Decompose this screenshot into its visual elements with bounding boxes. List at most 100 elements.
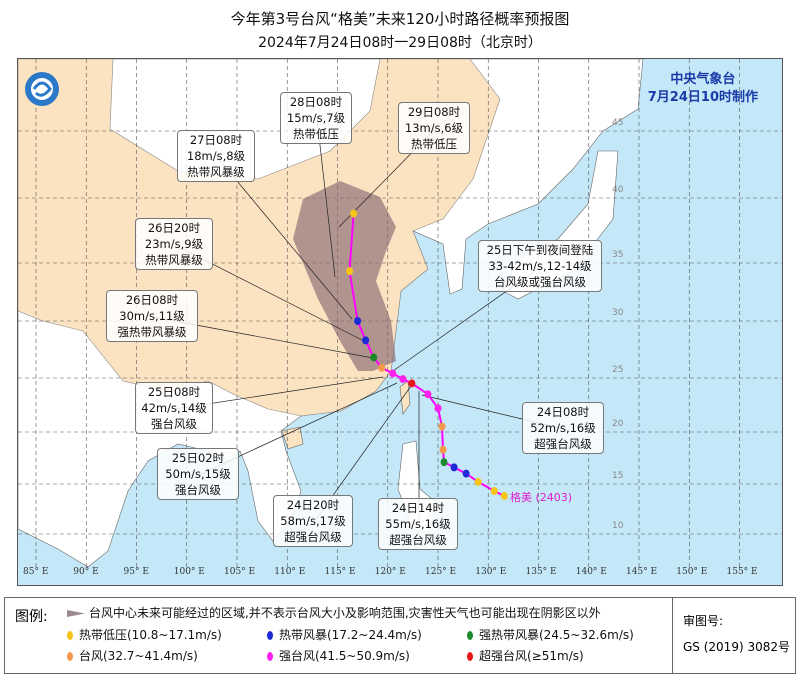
lat-tick-label: 15 — [612, 471, 624, 481]
track-point-ts — [354, 317, 362, 325]
lon-tick-label: 150° E — [676, 567, 708, 577]
lat-tick-label: 45 — [612, 118, 624, 128]
callout-leader-line — [316, 118, 336, 278]
legend-item-label: 热带低压(10.8~17.1m/s) — [79, 628, 222, 642]
storm-number: (2403) — [535, 491, 573, 504]
callout-wind: 15m/s,7级 — [286, 111, 346, 125]
track-point-sty — [434, 404, 442, 413]
legend-item-label: 强热带风暴(24.5~32.6m/s) — [479, 628, 634, 642]
agency-block: 中央气象台 7月24日10时制作 — [648, 71, 758, 107]
intensity-marker-icon — [267, 652, 273, 661]
callout-time: 25日02时 — [171, 451, 225, 465]
callout-level: 超强台风级 — [389, 533, 447, 547]
callout-level: 热带风暴级 — [187, 165, 245, 179]
callout-time: 25日下午到夜间登陆 — [486, 243, 594, 257]
callout-time: 24日08时 — [536, 405, 590, 419]
track-point-td — [474, 477, 482, 486]
track-point-sty — [389, 369, 397, 378]
lon-tick-label: 115° E — [324, 567, 356, 577]
legend-item-td: 热带低压(10.8~17.1m/s) — [67, 626, 222, 643]
legend-item-supty: 超强台风(≥51m/s) — [467, 647, 584, 664]
lat-tick-label: 10 — [612, 521, 624, 531]
legend-item-sty: 强台风(41.5~50.9m/s) — [267, 647, 410, 664]
storm-name: 格美 — [510, 491, 532, 504]
track-point-sty — [424, 390, 432, 399]
callout-wind: 30m/s,11级 — [119, 309, 185, 323]
callout-time: 24日20时 — [286, 498, 340, 512]
legend-item-label: 超强台风(≥51m/s) — [479, 649, 584, 663]
callout-wind: 18m/s,8级 — [186, 149, 246, 163]
lat-tick-label: 40 — [612, 185, 624, 195]
callout-time: 24日14时 — [391, 501, 445, 515]
track-point-ty — [439, 445, 447, 454]
lon-tick-label: 85° E — [23, 567, 49, 577]
track-point-ty — [438, 422, 446, 431]
track-point-ts — [362, 336, 370, 345]
callout-level: 超强台风级 — [534, 437, 592, 451]
callout-level: 强热带风暴级 — [117, 325, 187, 339]
forecast-callout: 27日08时 18m/s,8级 热带风暴级 — [177, 130, 255, 182]
legend-heading: 图例: — [15, 609, 48, 625]
callout-level: 强台风级 — [175, 483, 221, 497]
callout-time: 26日08时 — [125, 293, 179, 307]
forecast-callout: 26日20时 23m/s,9级 热带风暴级 — [135, 218, 213, 270]
forecast-callout: 24日14时 55m/s,16级 超强台风级 — [378, 498, 458, 550]
intensity-marker-icon — [467, 652, 473, 661]
lon-tick-label: 130° E — [475, 567, 507, 577]
callout-wind: 33-42m/s,12-14级 — [488, 259, 592, 273]
taiwan — [399, 380, 411, 415]
approval-number: GS (2019) 3082号 — [683, 640, 790, 654]
track-point-sts — [440, 458, 448, 467]
forecast-callout: 25日08时 42m/s,14级 强台风级 — [135, 382, 213, 434]
probability-cone — [293, 181, 396, 371]
lon-tick-label: 145° E — [626, 567, 658, 577]
callout-wind: 13m/s,6级 — [404, 121, 464, 135]
legend-item-ty: 台风(32.7~41.4m/s) — [67, 647, 198, 664]
map-subtitle: 2024年7月24日08时一29日08时（北京时） — [258, 35, 542, 51]
lon-tick-label: 135° E — [525, 567, 557, 577]
track-point-sts — [370, 353, 378, 362]
callout-level: 热带风暴级 — [145, 253, 203, 267]
callout-leader-line — [216, 156, 353, 320]
legend-cone: 台风中心未来可能经过的区域,并不表示台风大小及影响范围,灾害性天气也可能出现在阴… — [67, 604, 601, 621]
legend-item-ts: 热带风暴(17.2~24.4m/s) — [267, 626, 422, 643]
track-point-td — [500, 492, 508, 500]
legend-item-sts: 强热带风暴(24.5~32.6m/s) — [467, 626, 634, 643]
callout-time: 29日08时 — [407, 105, 461, 119]
callout-wind: 23m/s,9级 — [144, 237, 204, 251]
lon-tick-label: 105° E — [224, 567, 256, 577]
callout-wind: 50m/s,15级 — [165, 467, 231, 481]
lon-tick-label: 100° E — [173, 567, 205, 577]
lat-tick-label: 30 — [612, 308, 624, 318]
intensity-marker-icon — [67, 631, 73, 640]
track-point-ts — [462, 469, 470, 478]
callout-time: 25日08时 — [147, 385, 201, 399]
forecast-callout: 29日08时 13m/s,6级 热带低压 — [398, 102, 470, 154]
forecast-callout: 26日08时 30m/s,11级 强热带风暴级 — [106, 290, 198, 342]
lon-tick-label: 140° E — [575, 567, 607, 577]
forecast-callout: 24日20时 58m/s,17级 超强台风级 — [273, 495, 353, 547]
callout-level: 超强台风级 — [284, 530, 342, 544]
cma-logo — [25, 72, 59, 106]
callout-wind: 58m/s,17级 — [280, 514, 346, 528]
cone-swatch-icon — [67, 610, 85, 617]
forecast-callout: 25日下午到夜间登陆 33-42m/s,12-14级 台风级或强台风级 — [478, 240, 602, 292]
callout-time: 27日08时 — [189, 133, 243, 147]
lon-tick-label: 125° E — [425, 567, 457, 577]
approval-label: 审图号: — [683, 614, 724, 628]
lat-tick-label: 35 — [612, 250, 624, 260]
legend-item-label: 台风(32.7~41.4m/s) — [79, 649, 198, 663]
lon-tick-label: 110° E — [274, 567, 306, 577]
track-point-ts — [450, 463, 458, 472]
callout-level: 热带低压 — [293, 127, 339, 141]
intensity-marker-icon — [467, 631, 473, 640]
callout-time: 28日08时 — [289, 95, 343, 109]
lat-tick-label: 25 — [612, 365, 624, 375]
track-point-sty — [399, 375, 407, 384]
callout-level: 强台风级 — [151, 417, 197, 431]
legend-cone-text: 台风中心未来可能经过的区域,并不表示台风大小及影响范围,灾害性天气也可能出现在阴… — [89, 606, 601, 620]
lon-tick-label: 120° E — [374, 567, 406, 577]
lon-tick-label: 155° E — [726, 567, 758, 577]
callout-level: 台风级或强台风级 — [494, 275, 586, 289]
track-point-td — [350, 209, 358, 218]
